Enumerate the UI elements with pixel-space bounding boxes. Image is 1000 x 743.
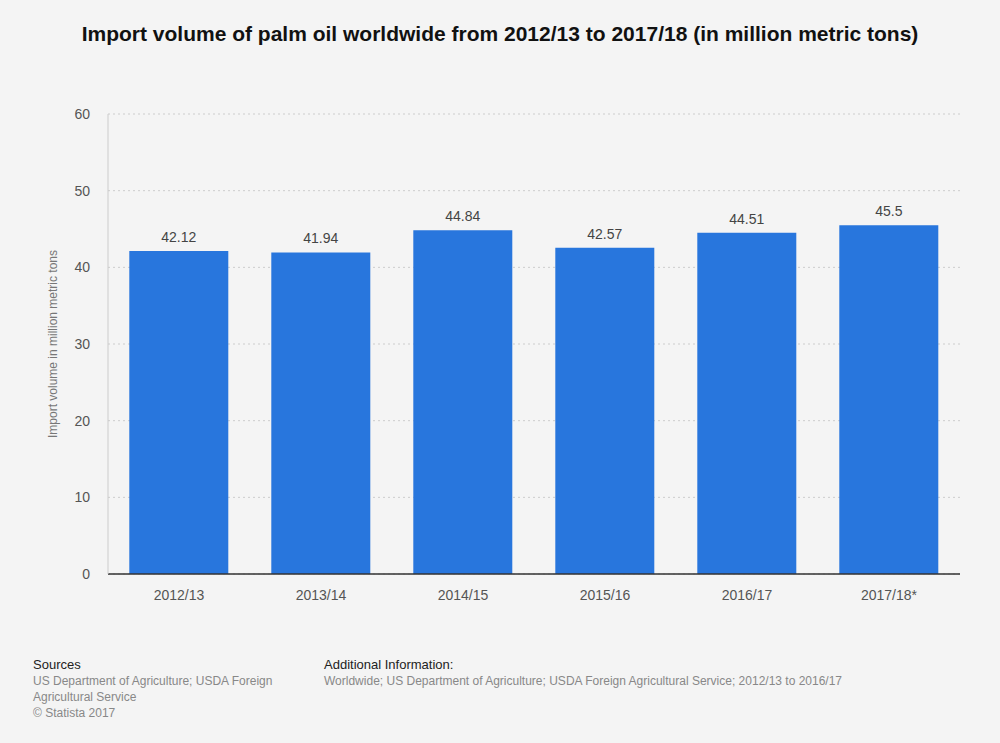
svg-text:44.51: 44.51: [729, 211, 764, 227]
html-text:Additional Information:: Additional Information:: [324, 657, 454, 672]
svg-text:2013/14: 2013/14: [296, 587, 347, 603]
html-text:Import volume of palm oil worl: Import volume of palm oil worldwide from…: [81, 22, 919, 45]
html-text:Import volume in million metri: Import volume in million metric tons: [46, 250, 60, 438]
svg-text:2014/15: 2014/15: [438, 587, 489, 603]
html-text:Sources: Sources: [33, 657, 81, 672]
html-text:© Statista 2017: © Statista 2017: [33, 706, 116, 720]
html-text:Worldwide; US Department of Ag: Worldwide; US Department of Agriculture;…: [324, 674, 842, 688]
svg-text:2015/16: 2015/16: [580, 587, 631, 603]
svg-text:45.5: 45.5: [875, 203, 902, 219]
svg-text:0: 0: [82, 566, 90, 582]
svg-text:10: 10: [74, 489, 90, 505]
svg-text:2017/18*: 2017/18*: [861, 587, 918, 603]
svg-text:2012/13: 2012/13: [154, 587, 205, 603]
svg-text:50: 50: [74, 183, 90, 199]
svg-text:42.57: 42.57: [587, 226, 622, 242]
svg-text:60: 60: [74, 106, 90, 122]
svg-text:20: 20: [74, 413, 90, 429]
svg-text:42.12: 42.12: [161, 229, 196, 245]
svg-text:40: 40: [74, 259, 90, 275]
svg-text:30: 30: [74, 336, 90, 352]
svg-text:41.94: 41.94: [303, 230, 338, 246]
html-text:US Department of Agriculture;: US Department of Agriculture; USDA Forei…: [33, 674, 273, 704]
svg-text:2016/17: 2016/17: [722, 587, 773, 603]
svg-text:44.84: 44.84: [445, 208, 480, 224]
